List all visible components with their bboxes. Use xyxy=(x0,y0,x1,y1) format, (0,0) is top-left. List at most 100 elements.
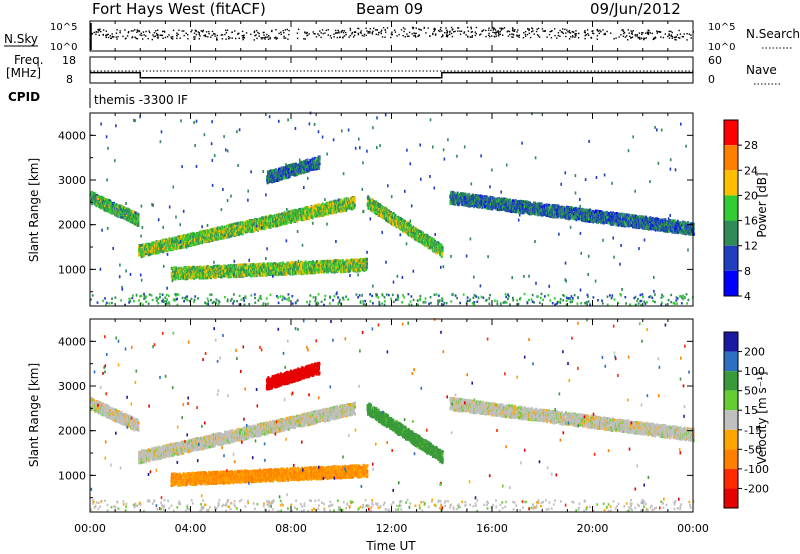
noise-sample xyxy=(498,33,500,35)
noise-sample xyxy=(322,32,324,35)
noise-sample xyxy=(493,27,495,30)
noise-sample xyxy=(548,33,551,36)
noise-sample xyxy=(161,34,164,37)
noise-sample xyxy=(512,30,514,32)
echo-cell xyxy=(140,248,143,252)
noise-sample xyxy=(542,30,544,32)
noise-sample xyxy=(155,30,157,32)
noise-sample xyxy=(565,35,567,38)
echo-cell xyxy=(106,198,109,202)
noise-sample xyxy=(575,33,578,35)
frequency-tick-low: 8 xyxy=(66,73,73,86)
noise-sample xyxy=(193,38,195,40)
noise-sample xyxy=(653,38,656,40)
noise-sample xyxy=(507,35,510,37)
noise-sample xyxy=(351,33,353,35)
noise-sample xyxy=(574,33,576,35)
noise-sample xyxy=(634,34,637,36)
noise-sample xyxy=(280,33,282,35)
noise-sample xyxy=(91,33,94,35)
noise-sample xyxy=(457,30,459,32)
noise-sample xyxy=(451,35,454,38)
noise-right-tick-low: 10^0 xyxy=(708,42,735,53)
noise-sample xyxy=(201,31,204,33)
noise-sample xyxy=(360,30,362,32)
noise-sample xyxy=(369,28,371,30)
noise-sample xyxy=(390,36,392,39)
noise-sample xyxy=(380,31,382,33)
noise-sample xyxy=(630,37,633,39)
noise-sample xyxy=(176,37,178,40)
noise-sample xyxy=(216,38,218,41)
noise-sample xyxy=(636,33,638,36)
noise-sample xyxy=(573,31,575,33)
noise-sample xyxy=(283,32,285,34)
noise-sample xyxy=(524,35,527,37)
noise-sample xyxy=(242,36,245,39)
noise-sample xyxy=(261,38,263,40)
echo-cell xyxy=(133,220,136,223)
noise-sample xyxy=(497,32,500,34)
noise-sample xyxy=(621,29,623,31)
noise-sample xyxy=(647,29,649,32)
noise-sample xyxy=(268,35,270,37)
noise-sample xyxy=(629,35,631,38)
noise-sample xyxy=(675,36,678,38)
noise-sample xyxy=(271,29,273,32)
noise-sample xyxy=(497,30,499,32)
noise-sample xyxy=(147,37,149,40)
noise-sample xyxy=(275,36,277,38)
noise-sample xyxy=(403,30,405,33)
echo-cell xyxy=(92,194,95,198)
noise-sample xyxy=(363,33,366,35)
echo-cell xyxy=(353,203,356,207)
noise-sample xyxy=(622,30,625,33)
echo-cell xyxy=(123,216,126,220)
noise-sample xyxy=(390,33,393,35)
noise-sample xyxy=(271,30,273,33)
noise-sample xyxy=(466,26,469,28)
noise-sample xyxy=(228,38,230,40)
noise-sample xyxy=(516,34,518,36)
noise-sample xyxy=(172,36,174,38)
noise-sample xyxy=(384,29,386,31)
noise-sample xyxy=(400,29,403,31)
noise-panel: N.Sky 10^5 10^0 10^5 10^0 N.Search xyxy=(4,20,800,53)
noise-sample xyxy=(670,34,672,36)
noise-sample xyxy=(127,31,130,33)
noise-sample xyxy=(134,29,136,31)
noise-sample xyxy=(318,34,320,37)
noise-sample xyxy=(446,30,449,33)
noise-sample xyxy=(434,34,437,36)
noise-sample xyxy=(444,32,446,34)
noise-sample xyxy=(242,38,244,41)
noise-sample xyxy=(569,32,572,34)
noise-sample xyxy=(253,39,255,41)
noise-sample xyxy=(157,29,159,31)
noise-sample xyxy=(560,31,563,33)
noise-sample xyxy=(229,37,231,39)
noise-sample xyxy=(377,33,379,36)
noise-sample xyxy=(226,29,229,31)
noise-sample xyxy=(610,32,612,34)
noise-sample xyxy=(288,33,290,36)
noise-sample xyxy=(480,33,482,35)
noise-sample xyxy=(283,37,285,39)
noise-sample xyxy=(95,31,98,33)
noise-sample xyxy=(221,34,224,36)
noise-sample xyxy=(343,30,345,32)
noise-sample xyxy=(267,36,269,38)
noise-sample xyxy=(427,27,429,29)
noise-sample xyxy=(342,36,344,38)
noise-sample xyxy=(130,30,133,32)
noise-sample xyxy=(333,33,335,35)
noise-sample xyxy=(205,31,208,33)
noise-sample xyxy=(489,35,491,38)
noise-sample xyxy=(353,34,356,37)
noise-sample xyxy=(296,37,299,40)
echo-cell xyxy=(147,246,150,250)
noise-sample xyxy=(199,35,201,37)
noise-sample xyxy=(131,36,133,39)
noise-sample xyxy=(596,38,598,40)
noise-sample xyxy=(225,29,227,32)
